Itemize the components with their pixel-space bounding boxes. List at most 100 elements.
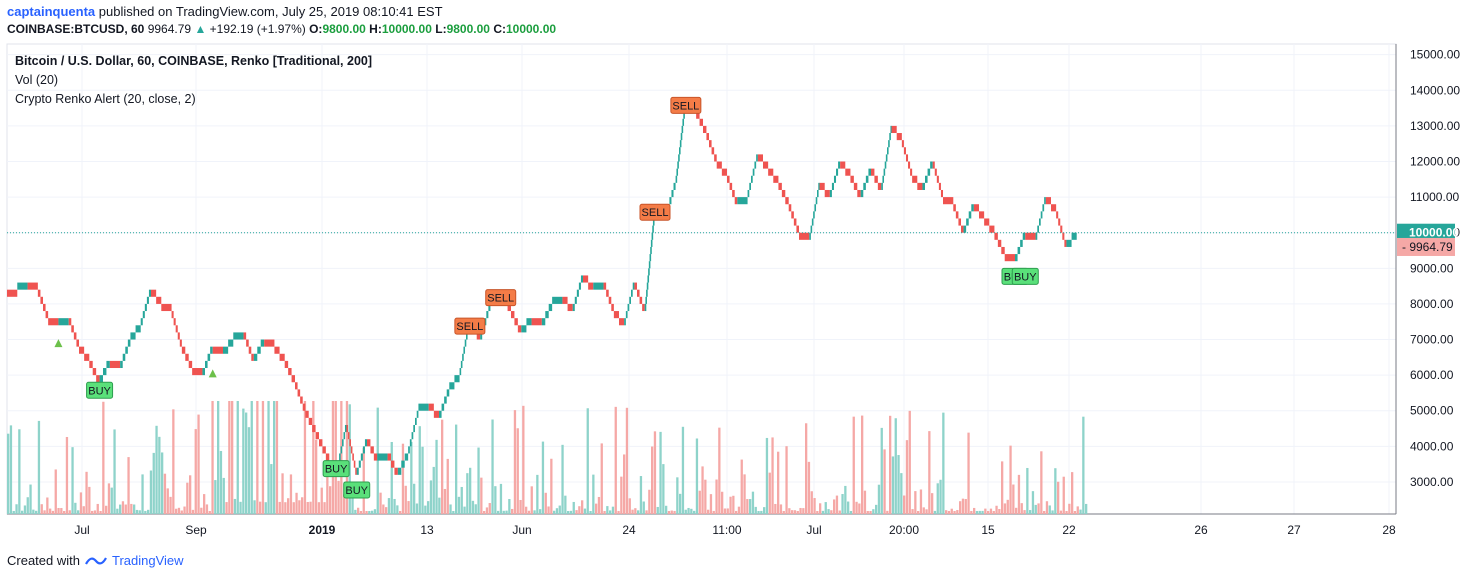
- renko-brick: [793, 218, 797, 226]
- volume-bar: [508, 499, 511, 514]
- x-tick-label: 11:00: [712, 523, 741, 537]
- volume-bar: [905, 440, 909, 514]
- renko-brick: [441, 403, 445, 411]
- renko-brick: [729, 182, 733, 190]
- renko-brick: [401, 460, 405, 468]
- volume-bar: [273, 401, 276, 514]
- volume-bar: [925, 509, 928, 514]
- renko-brick: [96, 375, 100, 383]
- renko-brick: [936, 175, 939, 183]
- x-tick-label: 22: [1062, 523, 1076, 537]
- renko-brick: [699, 118, 703, 126]
- volume-bar: [782, 510, 785, 514]
- renko-brick: [646, 282, 649, 290]
- volume-bar: [620, 476, 623, 514]
- renko-brick: [796, 225, 799, 233]
- y-tick-label: 8000.00: [1410, 297, 1454, 311]
- renko-brick: [1040, 211, 1043, 219]
- volume-bar: [317, 502, 321, 514]
- symbol-label: COINBASE:BTCUSD, 60: [7, 22, 145, 36]
- renko-brick: [955, 211, 959, 219]
- volume-bar: [519, 499, 522, 514]
- x-tick-label: Jul: [74, 523, 89, 537]
- buy-signal[interactable]: [343, 481, 371, 499]
- buy-signal[interactable]: [86, 381, 114, 399]
- volume-bar: [121, 501, 125, 514]
- renko-brick: [27, 282, 38, 290]
- last-close-badge: [1397, 223, 1455, 242]
- sell-signal[interactable]: [454, 317, 486, 335]
- volume-bar: [410, 441, 413, 514]
- triangle-marker: [208, 369, 217, 378]
- renko-brick: [120, 360, 123, 369]
- renko-brick: [778, 182, 782, 190]
- volume-bar: [947, 510, 951, 514]
- volume-bar: [704, 479, 707, 514]
- sell-signal[interactable]: [670, 96, 702, 114]
- volume-bar: [1031, 491, 1035, 514]
- volume-bar: [455, 424, 458, 514]
- sell-signal-label: SELL: [487, 293, 514, 305]
- open-value: 9800.00: [322, 22, 366, 36]
- renko-brick: [476, 332, 481, 340]
- volume-bar: [191, 509, 195, 514]
- tradingview-brand[interactable]: TradingView: [111, 553, 184, 568]
- renko-brick: [809, 232, 811, 240]
- volume-bar: [499, 483, 503, 514]
- volume-bar: [359, 510, 363, 514]
- renko-brick: [408, 446, 410, 454]
- renko-brick: [449, 382, 455, 390]
- volume-bar: [939, 479, 942, 514]
- buy-signal[interactable]: [1011, 267, 1039, 285]
- volume-bar: [569, 510, 573, 514]
- renko-brick: [125, 346, 128, 354]
- volume-bar: [144, 510, 147, 514]
- volume-bar: [169, 496, 172, 514]
- volume-bar: [1079, 509, 1082, 514]
- buy-signal[interactable]: [322, 460, 350, 478]
- volume-bar: [365, 510, 368, 514]
- volume-bar: [715, 479, 718, 514]
- plot-area[interactable]: [6, 43, 1397, 515]
- volume-bar: [127, 457, 130, 514]
- volume-bar: [49, 508, 52, 514]
- volume-bar: [872, 509, 875, 514]
- volume-bar: [581, 500, 584, 514]
- renko-brick: [7, 289, 18, 297]
- volume-bar: [743, 474, 746, 514]
- renko-brick: [297, 389, 301, 397]
- renko-brick: [576, 289, 579, 297]
- volume-bar: [707, 509, 710, 514]
- volume-bar: [259, 501, 262, 514]
- volume-bar: [175, 508, 178, 514]
- renko-brick: [377, 453, 388, 461]
- renko-brick: [1066, 239, 1072, 247]
- renko-brick: [1037, 225, 1039, 233]
- volume-bar: [21, 510, 24, 514]
- renko-brick: [151, 289, 157, 297]
- sell-signal[interactable]: [639, 203, 671, 221]
- volume-bar: [491, 419, 494, 514]
- volume-bar: [379, 492, 382, 514]
- author-link[interactable]: captainquenta: [7, 4, 96, 19]
- renko-brick: [603, 282, 607, 290]
- volume-bar: [474, 504, 477, 514]
- renko-brick: [1044, 197, 1046, 205]
- renko-brick: [676, 168, 679, 176]
- renko-brick: [1039, 218, 1041, 226]
- sell-signal[interactable]: [485, 289, 517, 307]
- legend-item: Bitcoin / U.S. Dollar, 60, COINBASE, Ren…: [15, 54, 372, 68]
- renko-brick: [840, 161, 846, 169]
- volume-bar: [275, 401, 279, 514]
- renko-brick: [588, 282, 594, 290]
- renko-brick: [669, 197, 672, 205]
- renko-brick: [507, 303, 511, 312]
- volume-bar: [463, 506, 466, 514]
- renko-brick: [611, 303, 614, 312]
- renko-brick: [997, 239, 1002, 247]
- volume-bar: [180, 510, 183, 514]
- renko-brick: [824, 189, 830, 198]
- volume-bar: [768, 472, 771, 514]
- renko-brick: [356, 467, 359, 475]
